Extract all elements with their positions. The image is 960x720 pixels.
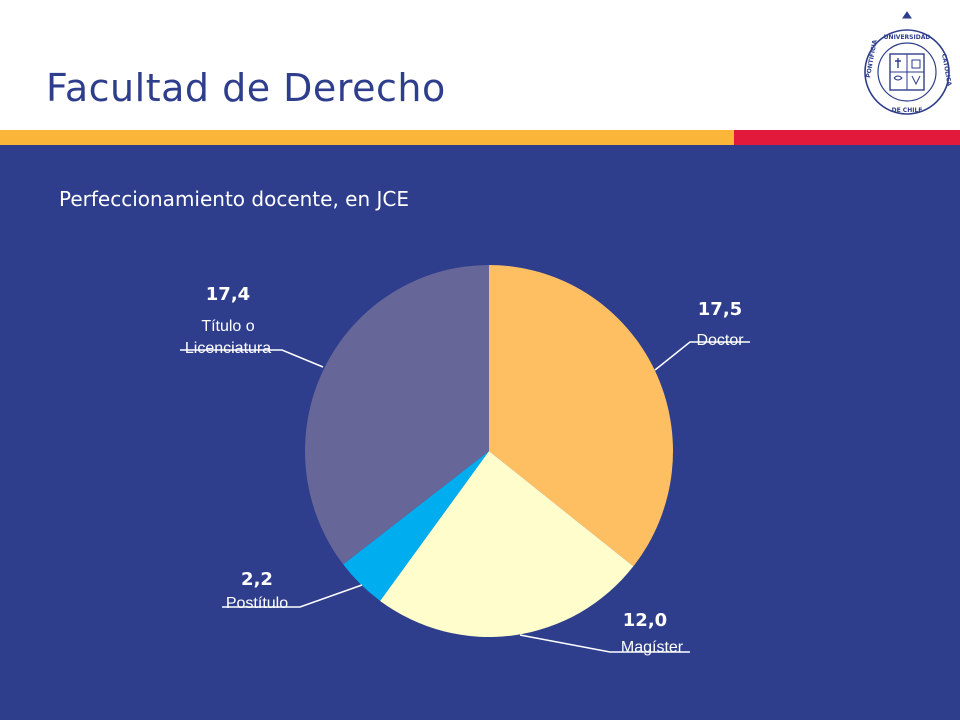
data-label-value: 17,4 [206,284,250,305]
header [0,0,960,130]
page-title: Facultad de Derecho [46,66,446,110]
accent-stripe-yellow [0,130,734,145]
pie-slice-doctor [489,265,674,567]
data-label-value: 12,0 [623,610,667,631]
leader-line [654,341,750,371]
data-label-value: 17,5 [698,299,742,320]
accent-stripe-red [734,130,960,145]
data-label-category: Licenciatura [185,340,271,357]
svg-text:DE CHILE: DE CHILE [892,107,923,114]
pie-slice-t-tulo-o-licenciatura [305,265,489,565]
university-seal-icon: UNIVERSIDAD DE CHILE PONTIFICIA CATOLICA [864,11,952,115]
pie-slice-mag-ster [380,451,634,637]
leader-line [180,349,324,368]
data-label-value: 2,2 [241,569,273,590]
leader-line [519,634,690,653]
data-label-category: Magíster [621,639,684,656]
data-label-category: Doctor [696,332,744,349]
data-label-category: Título o [201,318,254,335]
pie-slice-post-tulo [343,451,489,601]
svg-text:CATOLICA: CATOLICA [940,53,952,87]
svg-text:UNIVERSIDAD: UNIVERSIDAD [884,34,931,41]
data-label-category: Postítulo [226,595,288,612]
chart-title: Perfeccionamiento docente, en JCE [59,187,409,211]
leader-line [222,584,363,608]
